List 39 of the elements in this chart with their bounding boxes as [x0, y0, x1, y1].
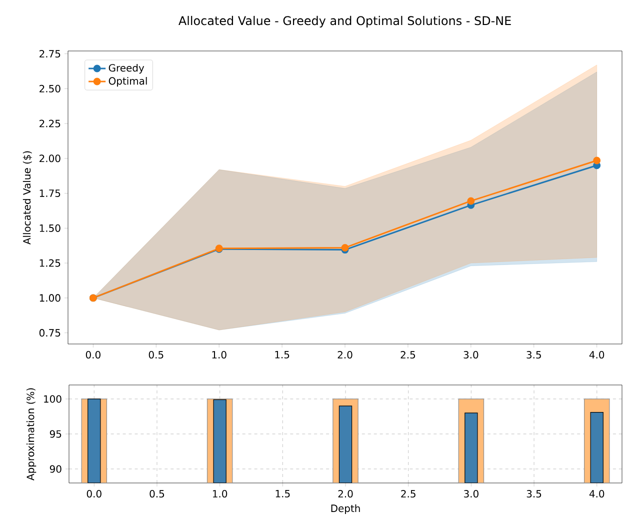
y-tick-label: 90 — [50, 465, 62, 473]
y-tick-label: 95 — [50, 430, 62, 438]
x-tick-label: 2.5 — [401, 490, 416, 498]
x-tick-label: 3.0 — [464, 490, 478, 498]
x-tick-label: 1.0 — [212, 350, 226, 359]
x-tick-label: 2.0 — [338, 490, 353, 498]
x-tick-label: 1.5 — [275, 351, 290, 358]
x-tick-label: 0.5 — [148, 350, 164, 359]
point — [341, 244, 349, 252]
y-axis-title: Allocated Value ($) — [22, 151, 32, 244]
y-tick-label: 0.75 — [39, 329, 60, 337]
y-tick-label: 1.50 — [40, 224, 60, 232]
x-tick-label: 0.5 — [150, 490, 164, 498]
x-tick-label: 3.0 — [464, 350, 478, 359]
y-tick-label: 2.25 — [40, 120, 60, 128]
chart-title: Allocated Value - Greedy and Optimal Solutions - SD-NE — [178, 16, 511, 28]
point — [467, 197, 475, 205]
x-tick-label: 1.0 — [213, 490, 228, 498]
y-tick-label: 2.00 — [40, 154, 60, 162]
x-tick-label: 3.5 — [526, 350, 541, 359]
y-tick-label: 2.75 — [40, 50, 60, 58]
y-tick-label: 1.00 — [40, 294, 60, 302]
x-tick-label: 3.5 — [526, 490, 542, 498]
y-axis-title: Approximation (%) — [26, 388, 36, 480]
y-tick-label: 1.75 — [40, 190, 60, 197]
point — [593, 156, 601, 164]
legend-label: Greedy — [108, 64, 144, 74]
x-tick-label: 2.5 — [400, 350, 416, 359]
x-tick-label: 0.0 — [86, 350, 100, 359]
x-tick-label: 4.0 — [589, 350, 604, 359]
y-tick-label: 1.25 — [40, 259, 60, 267]
x-axis-title: Depth — [331, 504, 360, 514]
y-tick-label: 2.50 — [40, 84, 60, 92]
x-tick-label: 1.5 — [276, 490, 290, 498]
x-tick-label: 0.0 — [86, 490, 102, 498]
legend-label: Optimal — [108, 77, 147, 87]
y-tick-label: 100 — [44, 395, 62, 403]
x-tick-label: 2.0 — [338, 350, 352, 359]
x-tick-label: 4.0 — [589, 490, 604, 498]
